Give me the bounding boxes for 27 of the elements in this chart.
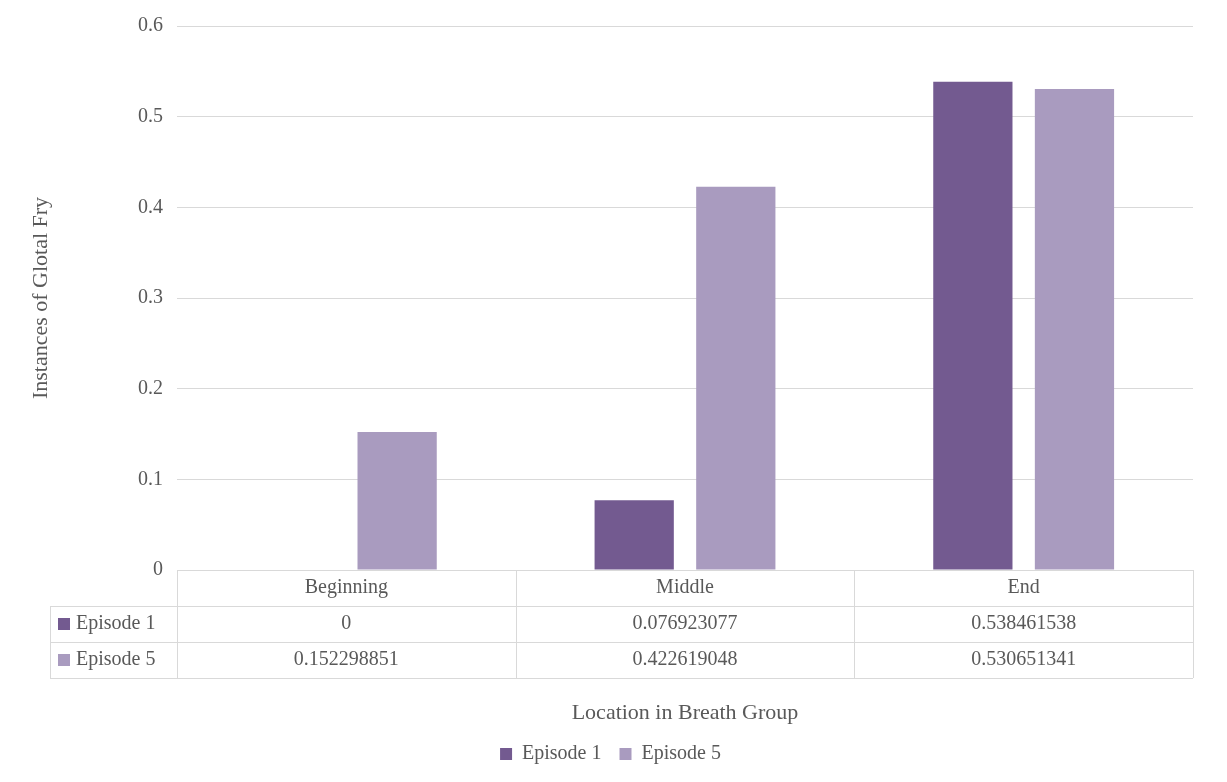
legend-label: Episode 1: [522, 741, 602, 765]
x-tick-label: End: [1007, 575, 1040, 598]
data-label: 0: [341, 611, 352, 634]
bar: [1034, 88, 1115, 570]
legend-label: Episode 5: [641, 741, 721, 765]
y-tick-label: 0.2: [138, 375, 163, 398]
y-tick-label: 0.6: [138, 13, 163, 36]
data-label: 0.076923077: [632, 611, 738, 634]
y-tick-label: 0.1: [138, 466, 163, 489]
y-tick-label: 0.4: [138, 194, 163, 217]
x-tick-label: Beginning: [304, 575, 389, 599]
x-tick-label: Middle: [656, 575, 715, 598]
y-tick-label: 0: [153, 557, 163, 580]
text: Episode 1: [76, 611, 156, 634]
data-label: 0.422619048: [632, 647, 738, 670]
x-axis-title: Location in Breath Group: [571, 698, 799, 724]
text: Episode 5: [76, 647, 156, 670]
data-label: 0.152298851: [293, 647, 399, 670]
data-label: 0.538461538: [971, 611, 1077, 634]
bar: [696, 186, 776, 570]
y-tick-label: 0.3: [138, 285, 163, 308]
bar: [933, 81, 1013, 570]
y-axis-title: Instances of Glotal Fry: [26, 196, 52, 400]
y-tick-label: 0.5: [138, 103, 163, 126]
bar: [357, 431, 437, 570]
bar: [594, 500, 674, 570]
data-label: 0.530651341: [971, 647, 1077, 670]
